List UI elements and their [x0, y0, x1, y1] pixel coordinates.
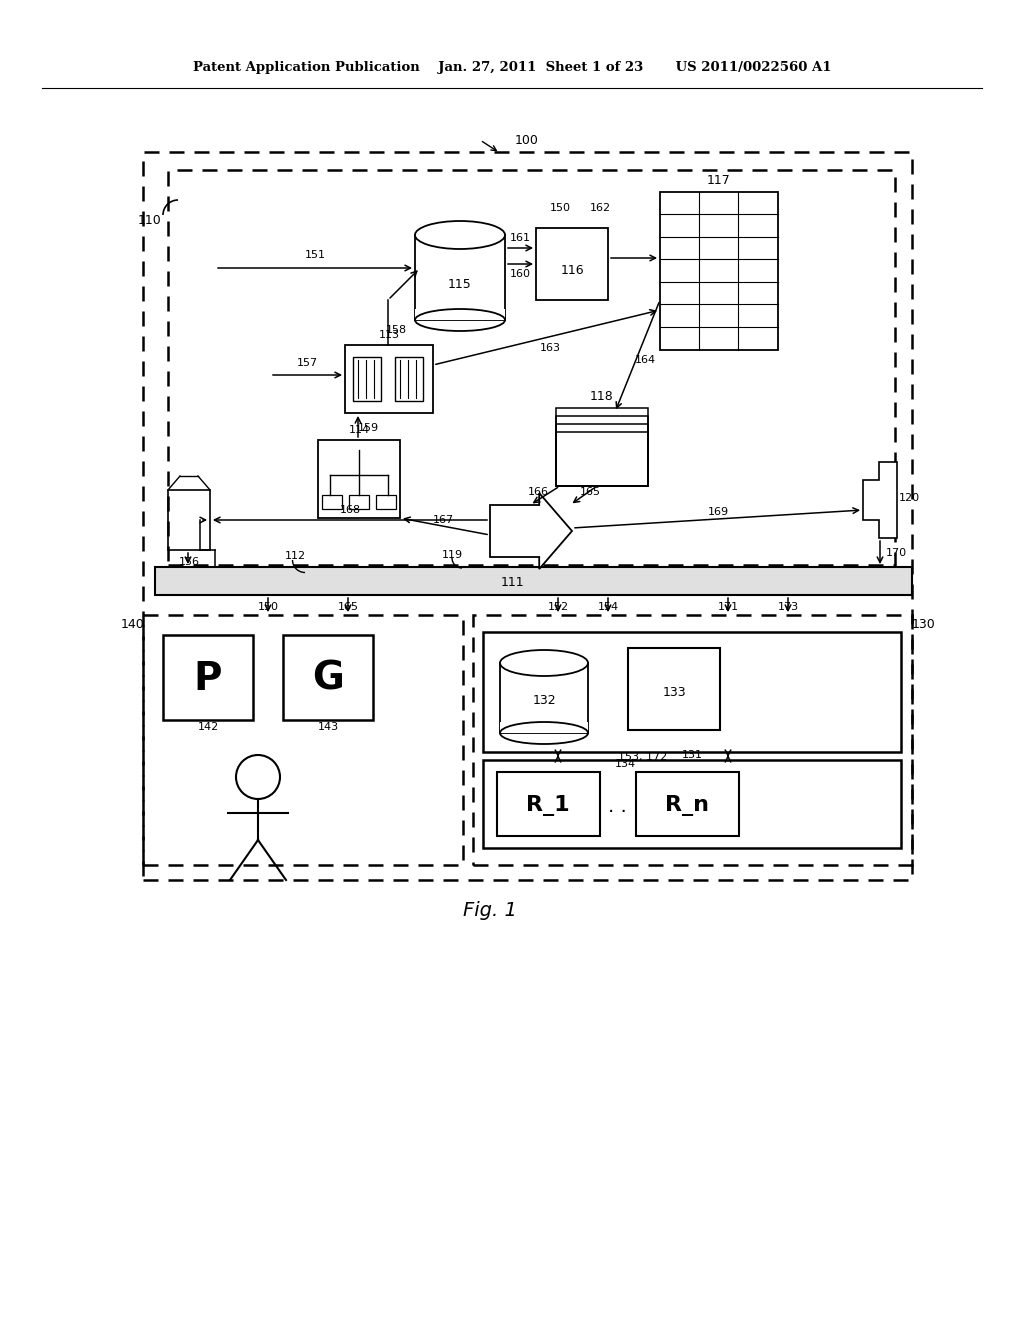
Bar: [556, 424, 648, 486]
Bar: [168, 170, 895, 565]
Text: P: P: [194, 660, 222, 698]
Bar: [415, 309, 505, 319]
Text: 168: 168: [339, 506, 360, 515]
Bar: [500, 722, 588, 733]
Text: 115: 115: [449, 279, 472, 292]
Text: 132: 132: [532, 693, 556, 706]
Bar: [636, 772, 739, 836]
Bar: [628, 648, 720, 730]
Bar: [353, 356, 381, 401]
Text: 116: 116: [560, 264, 584, 276]
Bar: [500, 663, 588, 733]
Text: 150: 150: [257, 602, 279, 612]
Text: 161: 161: [510, 234, 530, 243]
Ellipse shape: [415, 220, 505, 249]
Bar: [322, 495, 342, 510]
Text: Fig. 1: Fig. 1: [463, 900, 517, 920]
Text: 134: 134: [614, 759, 636, 770]
Text: 150: 150: [550, 203, 570, 213]
Text: 165: 165: [338, 602, 358, 612]
Bar: [483, 760, 901, 847]
Bar: [143, 615, 463, 865]
Text: 156: 156: [178, 557, 200, 568]
Text: 117: 117: [708, 173, 731, 186]
Bar: [556, 432, 648, 486]
Text: 133: 133: [663, 685, 686, 698]
Text: 157: 157: [296, 358, 317, 368]
Text: 114: 114: [348, 425, 370, 436]
Bar: [415, 235, 505, 319]
Text: 164: 164: [635, 355, 655, 366]
Text: 171: 171: [718, 602, 738, 612]
Text: 110: 110: [138, 214, 162, 227]
Polygon shape: [863, 462, 897, 539]
Text: R_n: R_n: [665, 796, 709, 817]
Polygon shape: [490, 492, 572, 569]
Text: 120: 120: [898, 492, 920, 503]
Bar: [556, 408, 648, 486]
Text: 100: 100: [515, 133, 539, 147]
Text: 130: 130: [912, 619, 936, 631]
Text: 167: 167: [432, 515, 454, 525]
Bar: [163, 635, 253, 719]
Text: 165: 165: [580, 487, 600, 498]
Text: 173: 173: [777, 602, 799, 612]
Text: 170: 170: [886, 548, 906, 558]
Bar: [345, 345, 433, 413]
Text: R_1: R_1: [526, 796, 569, 817]
Bar: [473, 615, 912, 865]
Text: 152: 152: [548, 602, 568, 612]
Ellipse shape: [500, 649, 588, 676]
Text: 159: 159: [357, 422, 379, 433]
Bar: [155, 568, 912, 595]
Text: 113: 113: [379, 330, 399, 341]
Text: 166: 166: [527, 487, 549, 498]
Bar: [497, 772, 600, 836]
Text: 140: 140: [121, 619, 144, 631]
Bar: [483, 632, 901, 752]
Bar: [556, 416, 648, 486]
Text: 154: 154: [597, 602, 618, 612]
Bar: [395, 356, 423, 401]
Text: 153, 172: 153, 172: [618, 752, 668, 762]
Text: 143: 143: [317, 722, 339, 733]
Text: 158: 158: [385, 325, 407, 335]
Bar: [168, 490, 210, 550]
Text: 162: 162: [590, 203, 610, 213]
Bar: [143, 152, 912, 880]
Text: 151: 151: [304, 249, 326, 260]
Text: 119: 119: [441, 550, 463, 560]
Text: G: G: [312, 660, 344, 698]
Text: . .: . .: [607, 796, 627, 816]
Text: 169: 169: [708, 507, 728, 517]
Bar: [536, 228, 608, 300]
Text: 142: 142: [198, 722, 219, 733]
Text: 131: 131: [682, 750, 702, 760]
Text: 160: 160: [510, 269, 530, 279]
Bar: [660, 191, 778, 350]
Text: Patent Application Publication    Jan. 27, 2011  Sheet 1 of 23       US 2011/002: Patent Application Publication Jan. 27, …: [193, 62, 831, 74]
Text: 112: 112: [285, 550, 305, 561]
Text: 163: 163: [540, 343, 560, 352]
Bar: [376, 495, 396, 510]
Bar: [283, 635, 373, 719]
Bar: [318, 440, 400, 517]
Text: 111: 111: [500, 577, 524, 590]
Bar: [349, 495, 369, 510]
Text: 118: 118: [590, 389, 613, 403]
